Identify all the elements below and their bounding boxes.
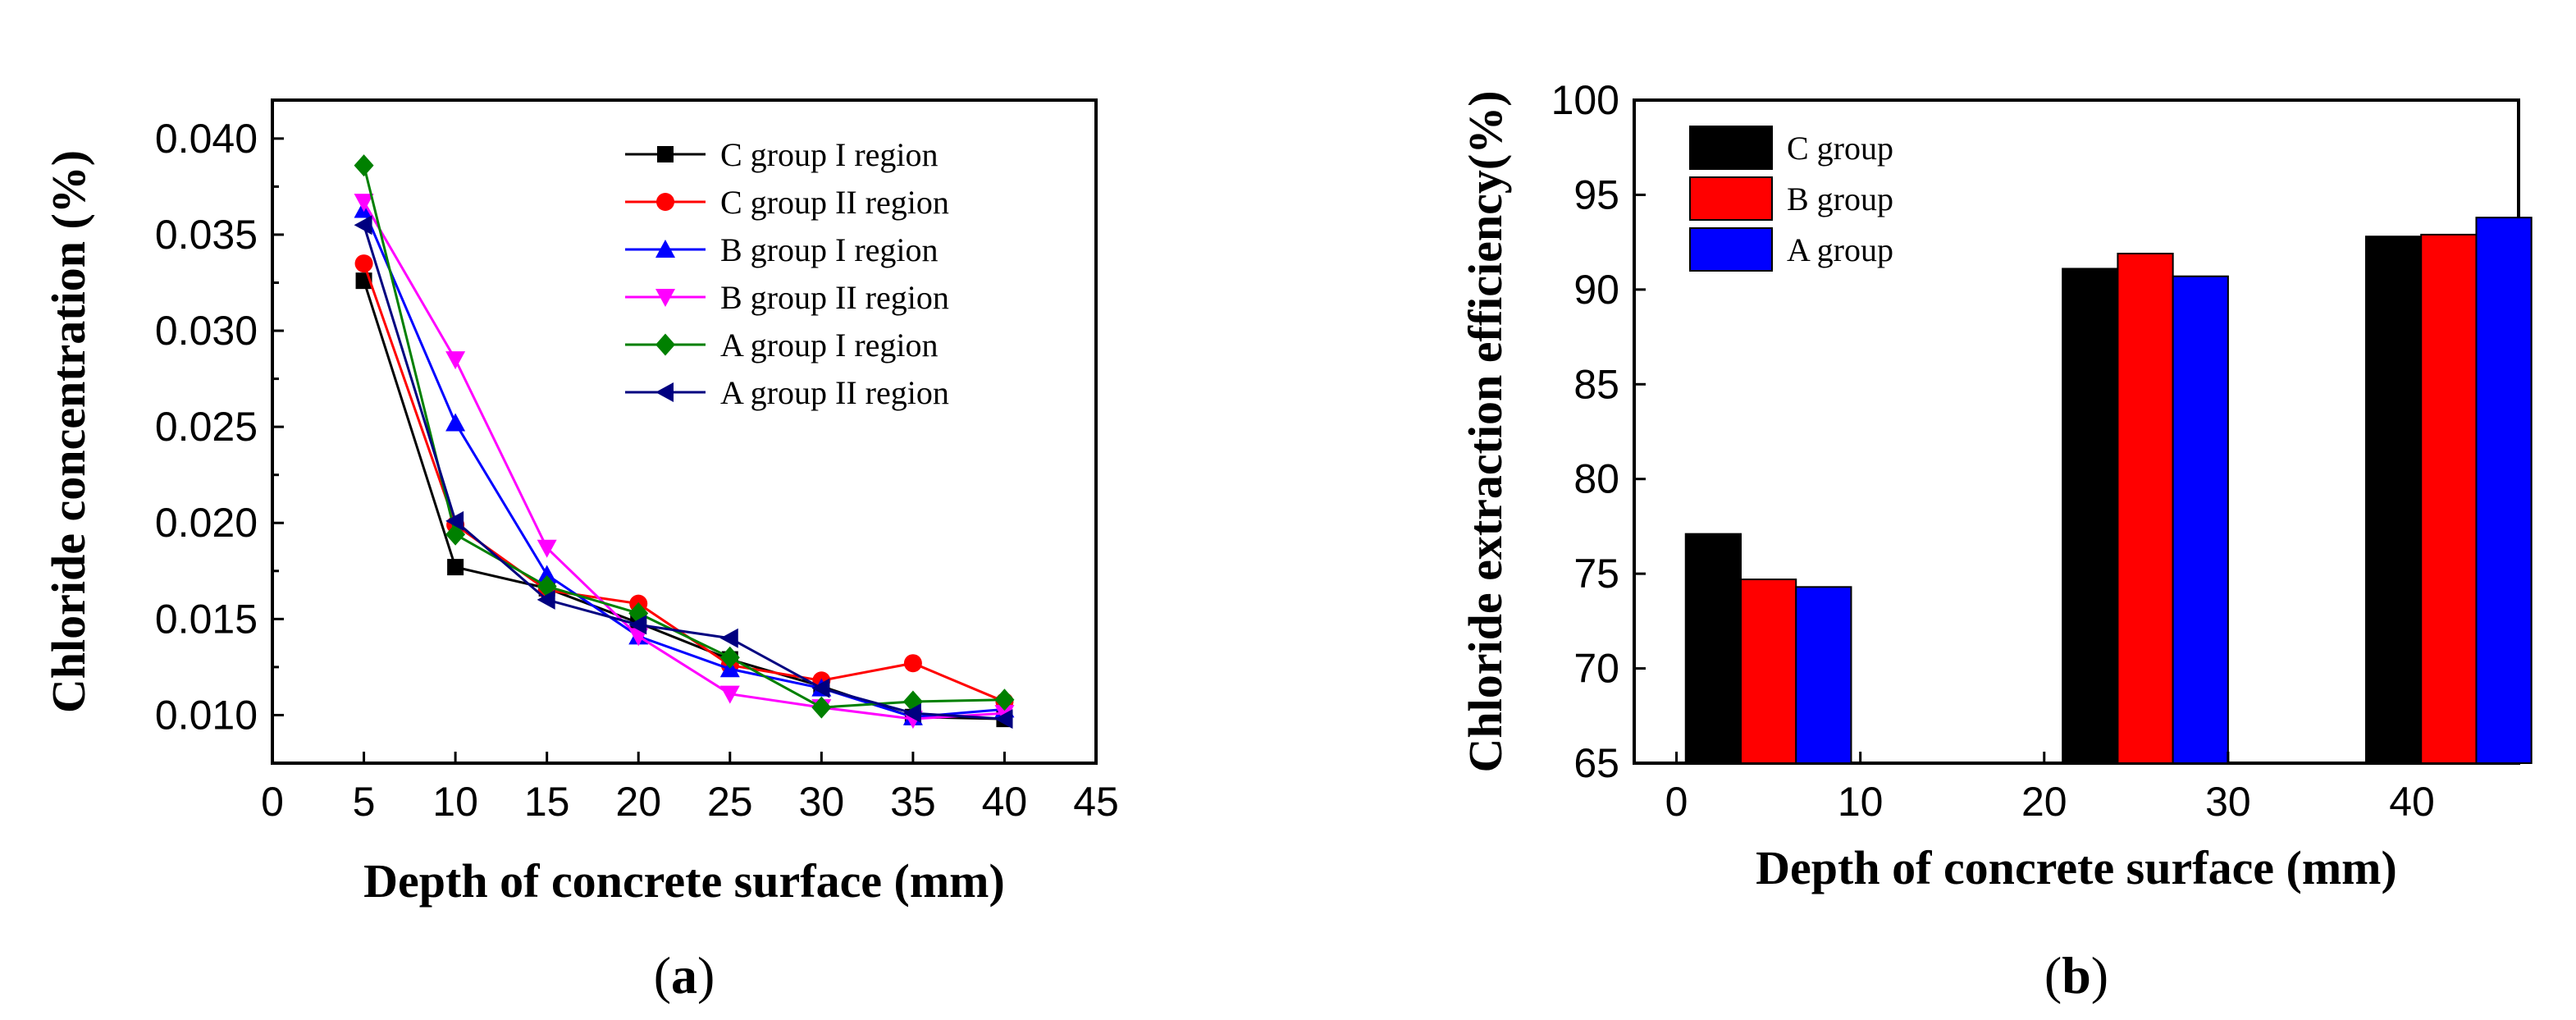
caption-letter-a: a	[671, 946, 697, 1004]
data-point-s5	[719, 646, 740, 669]
y-tick-label-a: 0.040	[155, 116, 258, 162]
x-tick-label-b: 40	[2389, 779, 2435, 825]
bar-1-1	[1684, 533, 1742, 764]
legend-swatch-2	[1689, 176, 1773, 221]
bar-1-2	[2062, 268, 2119, 765]
data-point-s6	[628, 615, 647, 635]
legend-marker-5	[655, 333, 675, 356]
data-point-s5	[811, 696, 832, 719]
data-point-s2	[903, 654, 922, 673]
data-point-s4	[354, 194, 374, 213]
plot-frame-a	[271, 98, 1098, 765]
data-point-s6	[719, 628, 738, 648]
legend-label-1: C group I region	[720, 136, 939, 173]
y-tick-label-b: 65	[1573, 740, 1619, 786]
y-axis-label-a: Chloride concentration (%)	[42, 150, 95, 713]
data-point-s6	[811, 678, 830, 698]
data-point-s4	[719, 685, 740, 704]
y-tick-label-a: 0.030	[155, 308, 258, 354]
data-point-s5	[354, 154, 374, 177]
bar-1-3	[2364, 236, 2423, 764]
legend-label-5: A group I region	[720, 327, 939, 364]
data-point-s3	[445, 413, 466, 432]
legend-swatch-1	[1689, 126, 1773, 170]
x-tick-label-a: 35	[890, 779, 936, 825]
legend-marker-4	[655, 289, 675, 307]
x-tick-label-a: 15	[524, 779, 570, 825]
x-tick-label-b: 0	[1665, 779, 1688, 825]
data-point-s2	[354, 254, 373, 273]
legend-marker-2	[656, 193, 674, 211]
x-tick-label-a: 40	[982, 779, 1028, 825]
caption-a: (a)	[654, 946, 715, 1004]
y-tick-label-a: 0.025	[155, 404, 258, 450]
y-axis-label-b: Chloride extraction efficiency(%)	[1459, 90, 1512, 772]
series-line-5	[363, 165, 1005, 709]
legend-label-6: A group II region	[720, 374, 949, 411]
x-axis-label-a: Depth of concrete surface (mm)	[363, 854, 1005, 908]
bar-chart-b: 0 10 20 30 40 65 70 75 80 85 90 95 100 Depth of concr…	[1459, 77, 2533, 1004]
y-tick-label-b: 85	[1573, 361, 1619, 407]
series-line-4	[363, 201, 1005, 720]
x-tick-label-a: 25	[707, 779, 753, 825]
x-tick-label-a: 20	[615, 779, 661, 825]
x-tick-label-b: 20	[2021, 779, 2067, 825]
data-point-s6	[902, 703, 921, 724]
y-tick-label-a: 0.010	[155, 692, 258, 738]
x-tick-label-a: 45	[1073, 779, 1119, 825]
data-point-s6	[994, 709, 1013, 730]
caption-letter-b: b	[2062, 946, 2091, 1004]
bar-2-1	[1739, 579, 1797, 764]
series-line-6	[363, 224, 1005, 720]
bar-3-1	[1795, 586, 1852, 764]
legend-label-1: C group	[1787, 130, 1893, 167]
y-tick-label-b: 80	[1573, 456, 1619, 502]
legend-label-3: B group I region	[720, 231, 939, 268]
legend-marker-6	[655, 382, 674, 402]
data-point-s6	[537, 589, 555, 610]
data-point-s6	[445, 510, 464, 531]
legend-label-2: B group	[1787, 181, 1893, 217]
bar-2-2	[2117, 252, 2174, 765]
y-tick-label-b: 75	[1573, 551, 1619, 597]
data-point-s1	[447, 559, 464, 576]
data-point-s4	[537, 539, 557, 558]
x-tick-label-b: 10	[1838, 779, 1884, 825]
legend-label-3: A group	[1787, 231, 1893, 268]
y-tick-label-b: 100	[1551, 77, 1619, 123]
caption-b: (b)	[2044, 946, 2108, 1004]
data-point-s4	[445, 351, 466, 370]
data-point-s3	[537, 565, 557, 583]
line-chart-a: 0 5 10 15 20 25 30 35 40 45 0.010 0.015 0.020 0.025 0.…	[42, 98, 1119, 1004]
legend-label-4: B group II region	[720, 279, 949, 316]
x-axis-label-b: Depth of concrete surface (mm)	[1756, 841, 2397, 894]
x-tick-label-a: 0	[261, 779, 284, 825]
bar-2-3	[2420, 233, 2478, 764]
legend-marker-3	[655, 240, 675, 258]
y-tick-label-a: 0.015	[155, 596, 258, 642]
y-tick-label-a: 0.035	[155, 212, 258, 258]
legend-label-2: C group II region	[720, 184, 949, 221]
legend-swatch-3	[1689, 227, 1773, 272]
bar-3-3	[2475, 217, 2533, 765]
x-tick-label-a: 5	[353, 779, 376, 825]
data-point-s6	[354, 215, 372, 236]
y-tick-label-a: 0.020	[155, 500, 258, 546]
x-tick-label-b: 30	[2205, 779, 2251, 825]
y-tick-label-b: 90	[1573, 267, 1619, 313]
x-tick-label-a: 10	[432, 779, 478, 825]
series-line-3	[363, 208, 1005, 719]
bar-3-2	[2172, 275, 2229, 764]
y-tick-label-b: 95	[1573, 172, 1619, 217]
y-tick-label-b: 70	[1573, 646, 1619, 692]
x-tick-label-a: 30	[799, 779, 845, 825]
legend-marker-1	[657, 146, 674, 162]
data-point-s5	[994, 688, 1015, 711]
